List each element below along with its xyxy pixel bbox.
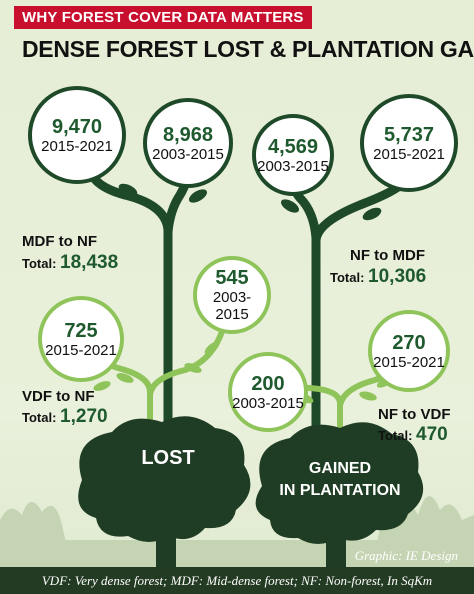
bubble-lost-vdf-2015-2021: 725 2015-2021 [38, 296, 124, 382]
bubble-years: 2015-2021 [41, 137, 113, 155]
graphic-credit: Graphic: IE Design [354, 548, 458, 563]
lost-tree-crown [78, 416, 251, 567]
lost-mdf-category: MDF to NF [22, 233, 97, 250]
bubble-lost-mdf-2015-2021: 9,470 2015-2021 [28, 86, 126, 184]
gained-mdf-total: Total: 10,306 [330, 266, 426, 288]
total-label: Total: [330, 270, 365, 285]
bubble-years: 2003-2015 [232, 394, 304, 412]
bubble-gained-vdf-2015-2021: 270 2015-2021 [368, 310, 450, 392]
bubble-value: 4,569 [267, 135, 319, 158]
gained-trunk-label-line1: GAINED [308, 460, 372, 477]
gained-vdf-category: NF to VDF [378, 406, 451, 423]
total-value: 1,270 [60, 406, 108, 427]
total-label: Total: [378, 428, 413, 443]
gained-trunk-label-line2: IN PLANTATION [279, 482, 401, 499]
lost-trunk-label: LOST [141, 447, 195, 469]
gained-mdf-category: NF to MDF [350, 247, 425, 264]
bubble-lost-mdf-2003-2015: 8,968 2003-2015 [143, 98, 233, 188]
bubble-gained-mdf-2015-2021: 5,737 2015-2021 [360, 94, 458, 192]
bubble-value: 8,968 [162, 123, 214, 146]
bubble-years: 2015-2021 [45, 341, 117, 359]
bubble-years: 2015-2021 [373, 145, 445, 163]
bubble-value: 270 [392, 331, 426, 354]
bubble-value: 200 [251, 372, 285, 395]
gained-trunk-label: GAINED IN PLANTATION [270, 458, 410, 502]
footer-legend: VDF: Very dense forest; MDF: Mid-dense f… [0, 567, 474, 594]
bubble-value: 545 [215, 267, 249, 289]
gained-tree-crown [255, 422, 424, 567]
bubble-gained-vdf-2003-2015: 200 2003-2015 [228, 352, 308, 432]
bubble-years: 2015-2021 [373, 353, 445, 371]
lost-vdf-total: Total: 1,270 [22, 406, 108, 428]
bubble-gained-mdf-2003-2015: 4,569 2003-2015 [252, 114, 334, 196]
bubble-years: 2003-2015 [212, 289, 252, 323]
total-value: 18,438 [60, 252, 119, 273]
total-label: Total: [22, 256, 57, 271]
bubble-value: 9,470 [51, 115, 103, 138]
bubble-lost-vdf-2003-2015: 545 2003-2015 [193, 256, 271, 334]
total-value: 470 [416, 424, 448, 445]
gained-vdf-total: Total: 470 [378, 424, 448, 446]
total-label: Total: [22, 410, 57, 425]
bubble-value: 725 [64, 319, 98, 342]
page-title: DENSE FOREST LOST & PLANTATION GAINED [22, 36, 474, 62]
bubble-value: 5,737 [383, 123, 435, 146]
kicker: WHY FOREST COVER DATA MATTERS [14, 6, 312, 29]
total-value: 10,306 [368, 266, 427, 287]
leaf-icons [118, 183, 382, 221]
bubble-years: 2003-2015 [152, 145, 224, 163]
lost-mdf-total: Total: 18,438 [22, 252, 118, 274]
lost-vdf-category: VDF to NF [22, 388, 95, 405]
bubble-years: 2003-2015 [257, 157, 329, 175]
